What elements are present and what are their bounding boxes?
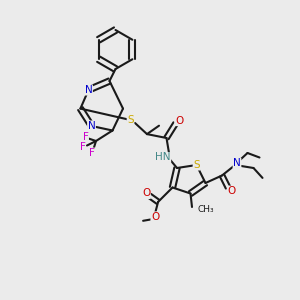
Text: O: O [151,212,159,222]
Text: F: F [82,131,88,142]
Text: HN: HN [155,152,171,163]
Text: O: O [142,188,150,199]
Text: S: S [193,160,200,170]
Text: N: N [88,121,95,131]
Text: O: O [227,186,236,196]
Text: CH₃: CH₃ [197,205,214,214]
Text: N: N [233,158,241,169]
Text: F: F [80,142,85,152]
Text: S: S [127,115,134,125]
Text: F: F [88,148,94,158]
Text: N: N [85,85,92,95]
Text: O: O [175,116,183,126]
